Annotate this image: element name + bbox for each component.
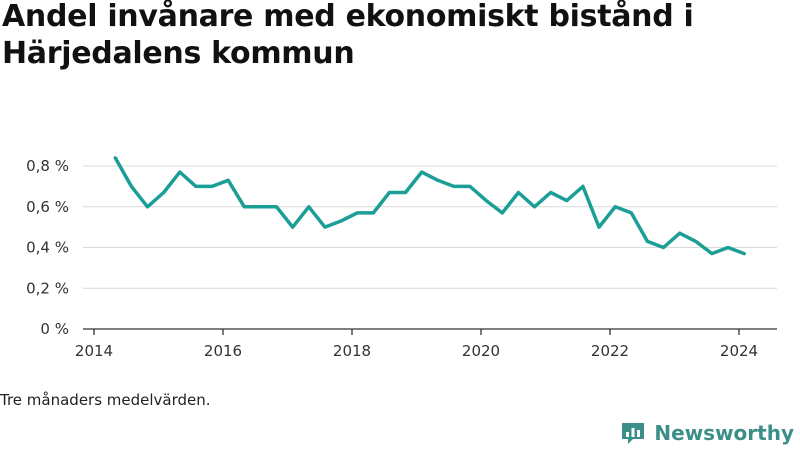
y-tick-label: 0 % — [40, 320, 69, 338]
footnote: Tre månaders medelvärden. — [0, 391, 211, 409]
y-tick-label: 0,6 % — [26, 198, 69, 216]
x-tick-label: 2024 — [720, 342, 758, 360]
chart-title: Andel invånare med ekonomiskt bistånd i … — [2, 0, 694, 71]
y-axis-tick-labels: 0 % 0,2 % 0,4 % 0,6 % 0,8 % — [26, 157, 69, 338]
x-tick-label: 2022 — [591, 342, 629, 360]
series-line — [113, 156, 746, 256]
series-lines — [113, 156, 746, 256]
newsworthy-logo-icon — [622, 423, 645, 444]
brand-name: Newsworthy — [654, 421, 794, 445]
gridlines — [83, 165, 777, 289]
newsworthy-brand: Newsworthy — [620, 420, 794, 446]
y-tick-label: 0,4 % — [26, 239, 69, 257]
y-tick-label: 0,2 % — [26, 279, 69, 297]
line-chart: 0 % 0,2 % 0,4 % 0,6 % 0,8 % 2014 2016 2018 2020… — [26, 156, 777, 360]
y-tick-label: 0,8 % — [26, 157, 69, 175]
x-tick-label: 2018 — [333, 342, 371, 360]
x-tick-label: 2014 — [75, 342, 113, 360]
x-axis: 2014 2016 2018 2020 2022 2024 — [75, 328, 777, 360]
x-tick-label: 2020 — [462, 342, 500, 360]
x-tick-label: 2016 — [204, 342, 242, 360]
